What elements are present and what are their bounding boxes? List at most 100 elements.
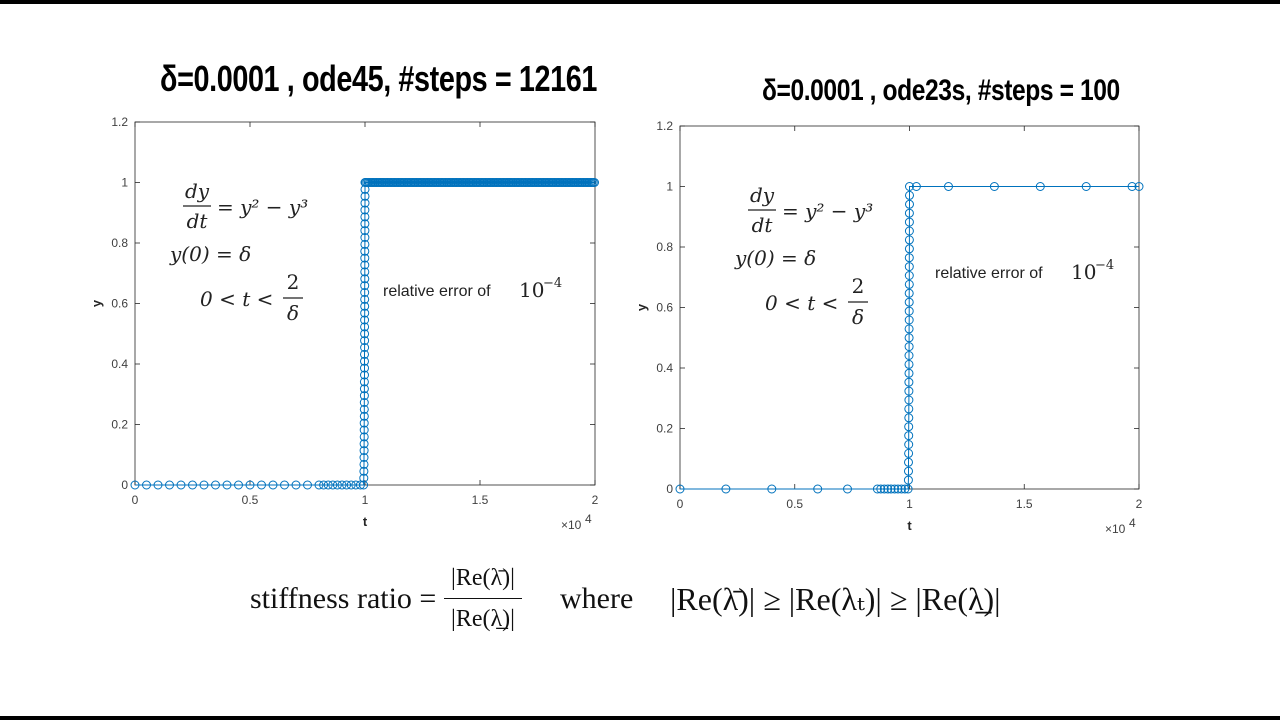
eq-lhs-denominator: dt [187, 209, 209, 233]
eq-range: 0 < t < [765, 291, 838, 315]
data-point [843, 484, 852, 494]
data-point [360, 288, 370, 297]
data-point [360, 343, 370, 352]
y-tick-label: 0.8 [656, 240, 673, 254]
x-axis-label: t [907, 518, 912, 533]
data-point [359, 480, 369, 490]
eq-lhs-numerator: dy [750, 183, 775, 207]
data-point [360, 212, 370, 222]
data-point [342, 480, 352, 490]
x-exponent-power: 4 [585, 512, 592, 526]
data-point [876, 484, 886, 494]
data-point [346, 480, 356, 490]
y-tick-label: 0 [121, 478, 128, 492]
data-point [897, 484, 906, 494]
data-point [142, 480, 151, 490]
data-point [359, 391, 369, 401]
x-tick-label: 1 [362, 493, 369, 507]
data-point [360, 246, 370, 256]
data-point [360, 301, 370, 311]
data-point [904, 457, 913, 467]
data-point [360, 253, 370, 263]
chart-1: 0 0.2 0.4 0.6 0.8 1 1.2 0 0.5 1 1.5 2 t y ×10 4 dy dt = y²… [89, 115, 599, 532]
data-point [905, 182, 914, 191]
top-border [0, 0, 1280, 4]
data-point [332, 480, 342, 490]
error-annotation-text: relative error of [383, 283, 491, 300]
error-annotation-text: relative error of [935, 265, 1043, 282]
formula-fraction: |Re(λ̄)| |Re(λ̲)| [444, 560, 522, 637]
data-point [360, 315, 370, 325]
data-point [883, 484, 893, 494]
data-point [904, 351, 914, 360]
data-point [904, 315, 914, 325]
data-point [360, 336, 370, 346]
data-point [359, 473, 369, 483]
data-point [360, 239, 370, 249]
data-point [130, 480, 140, 490]
data-point [199, 480, 209, 490]
data-point [904, 271, 914, 280]
data-point [360, 363, 369, 373]
data-point [153, 480, 163, 490]
data-point [360, 294, 370, 304]
eq-lhs-denominator: dt [752, 213, 774, 237]
data-point [905, 190, 914, 200]
data-point [359, 384, 369, 394]
y-tick-label: 0.6 [656, 301, 673, 315]
y-tick-label: 0.6 [111, 297, 128, 311]
data-point [904, 217, 914, 227]
formula-lhs: stiffness ratio = [250, 582, 437, 615]
data-point [904, 306, 914, 316]
data-point [303, 480, 312, 490]
error-annotation-power: −4 [1095, 258, 1114, 273]
data-point [904, 440, 914, 449]
data-point [360, 198, 370, 208]
data-point [989, 182, 999, 191]
data-point [903, 475, 913, 485]
x-exponent-power: 4 [1129, 516, 1136, 530]
data-point [360, 267, 370, 277]
y-tick-label: 0.2 [656, 422, 673, 436]
data-point [904, 253, 914, 263]
data-point [359, 432, 369, 442]
error-annotation-base: 10 [1071, 260, 1096, 284]
data-point [337, 480, 347, 490]
formula-fraction-bar [444, 598, 522, 599]
data-point [721, 484, 731, 494]
y-tick-label: 0.4 [656, 361, 673, 375]
data-point [360, 274, 370, 284]
data-point [359, 411, 369, 421]
data-point [268, 480, 278, 490]
x-tick-label: 0 [132, 493, 139, 507]
data-point [211, 480, 220, 490]
y-tick-label: 0 [666, 482, 673, 496]
data-point [359, 425, 369, 435]
data-point [904, 235, 914, 245]
data-point [291, 480, 301, 490]
chart-2-title: δ=0.0001 , ode23s, #steps = 100 [762, 74, 1120, 107]
formula-denominator: |Re(λ̲)| [451, 606, 515, 632]
y-tick-label: 1.2 [111, 115, 128, 129]
eq-range-numerator: 2 [852, 274, 865, 298]
data-point [222, 480, 232, 490]
y-tick-label: 0.4 [111, 357, 128, 371]
data-point [360, 281, 370, 291]
data-point [360, 260, 370, 270]
data-point [904, 359, 914, 369]
data-point [890, 484, 900, 494]
data-point [328, 480, 338, 490]
y-tick-label: 0.2 [111, 418, 128, 432]
data-point [360, 191, 370, 201]
data-point [944, 182, 953, 191]
formula-numerator: |Re(λ̄)| [451, 565, 515, 591]
data-point [813, 484, 823, 494]
x-tick-label: 0.5 [786, 497, 803, 511]
formula-where: where [560, 582, 634, 615]
eq-initial-condition: y(0) = δ [734, 246, 816, 270]
data-point [904, 208, 914, 218]
data-point [904, 466, 913, 476]
data-point [359, 453, 369, 462]
y-axis-label: y [89, 299, 104, 307]
